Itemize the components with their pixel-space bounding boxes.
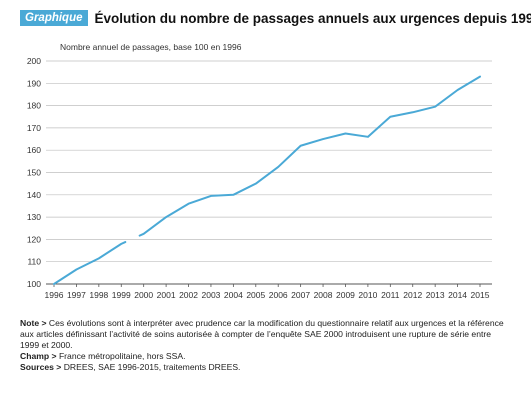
y-tick-150: 150: [27, 168, 41, 178]
chart-title: Évolution du nombre de passages annuels …: [94, 10, 531, 26]
y-tick-labels: 100 110 120 130 140 150 160 170 180 190 200: [27, 56, 41, 289]
chart-header: Graphique Évolution du nombre de passage…: [20, 10, 531, 26]
champ-label: Champ >: [20, 351, 57, 361]
y-tick-180: 180: [27, 101, 41, 111]
x-tick-2001: 2001: [157, 290, 176, 300]
x-tick-2002: 2002: [179, 290, 198, 300]
x-tick-labels: 1996 1997 1998 1999 2000 2001 2002 2003 2004 2005…: [45, 290, 490, 300]
x-tick-2012: 2012: [403, 290, 422, 300]
series-line-1996-1999: [53, 241, 127, 285]
x-tick-2003: 2003: [201, 290, 220, 300]
x-tick-2006: 2006: [269, 290, 288, 300]
x-tick-2010: 2010: [358, 290, 377, 300]
series-lines: [53, 75, 481, 285]
y-tick-190: 190: [27, 78, 41, 88]
sources-label: Sources >: [20, 362, 62, 372]
x-tick-2014: 2014: [448, 290, 467, 300]
gridlines: [46, 60, 492, 287]
y-axis-label: Nombre annuel de passages, base 100 en 1…: [60, 42, 242, 52]
y-tick-200: 200: [27, 56, 41, 66]
graphique-badge: Graphique: [20, 10, 88, 26]
x-tick-2004: 2004: [224, 290, 243, 300]
note-text: Ces évolutions sont à interpréter avec p…: [20, 318, 504, 350]
note-label: Note >: [20, 318, 47, 328]
y-tick-100: 100: [27, 279, 41, 289]
note-paragraph: Note > Ces évolutions sont à interpréter…: [20, 318, 510, 351]
x-tick-2005: 2005: [246, 290, 265, 300]
x-tick-2013: 2013: [426, 290, 445, 300]
y-tick-120: 120: [27, 234, 41, 244]
sources-paragraph: Sources > DREES, SAE 1996-2015, traiteme…: [20, 362, 510, 373]
sources-text: DREES, SAE 1996-2015, traitements DREES.: [63, 362, 241, 372]
x-tick-2007: 2007: [291, 290, 310, 300]
y-tick-160: 160: [27, 145, 41, 155]
x-tick-2015: 2015: [471, 290, 490, 300]
x-tick-2000: 2000: [134, 290, 153, 300]
x-tick-1997: 1997: [67, 290, 86, 300]
x-tick-1998: 1998: [89, 290, 108, 300]
champ-text: France métropolitaine, hors SSA.: [58, 351, 186, 361]
y-tick-170: 170: [27, 123, 41, 133]
champ-paragraph: Champ > France métropolitaine, hors SSA.: [20, 351, 510, 362]
y-tick-140: 140: [27, 190, 41, 200]
x-tick-2009: 2009: [336, 290, 355, 300]
x-tick-2011: 2011: [381, 290, 400, 300]
x-tick-2008: 2008: [314, 290, 333, 300]
x-tick-1996: 1996: [45, 290, 64, 300]
x-tick-1999: 1999: [112, 290, 131, 300]
y-tick-130: 130: [27, 212, 41, 222]
chart-notes: Note > Ces évolutions sont à interpréter…: [20, 318, 510, 373]
series-line-2000-2015: [138, 75, 481, 237]
y-tick-110: 110: [27, 257, 41, 267]
